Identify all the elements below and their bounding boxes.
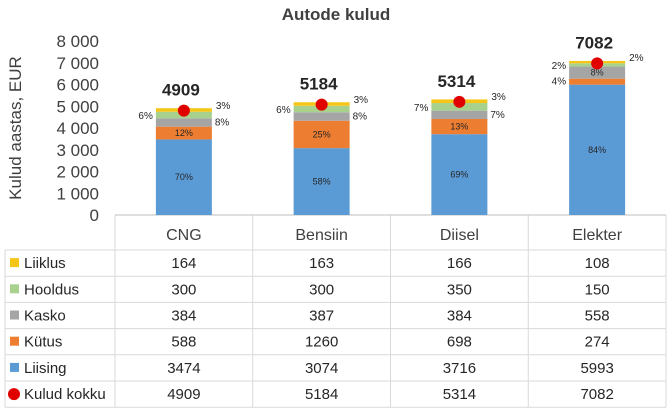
bar-segment (155, 139, 212, 215)
segment-pct-label: 84% (588, 145, 606, 155)
table-cell: 5314 (443, 386, 476, 403)
legend-swatch (10, 284, 19, 294)
table-cell: 698 (447, 334, 472, 351)
table-cell: 558 (585, 308, 610, 325)
legend-swatch (8, 388, 20, 401)
legend-label: Hooldus (24, 281, 79, 298)
y-tick-label: 5 000 (56, 97, 99, 116)
total-marker (453, 95, 466, 108)
y-tick-label: 6 000 (56, 76, 99, 95)
segment-pct-label: 7% (414, 103, 429, 114)
table-cell: 150 (585, 281, 610, 298)
table-cell: 387 (309, 308, 334, 325)
table-cell: 5184 (305, 386, 338, 403)
y-tick-label: 7 000 (56, 54, 99, 73)
table-cell: 3074 (305, 360, 338, 377)
segment-pct-label: 2% (629, 53, 644, 64)
bar-segment (293, 112, 350, 121)
category-label: Diisel (440, 227, 479, 244)
y-tick-label: 2 000 (56, 163, 99, 182)
segment-pct-label: 12% (175, 128, 193, 138)
segment-pct-label: 8% (591, 68, 604, 78)
bar-segment (155, 118, 212, 127)
category-label: CNG (166, 227, 202, 244)
table-cell: 1260 (305, 334, 338, 351)
category-label: Elekter (572, 227, 622, 244)
chart-title: Autode kulud (282, 5, 391, 24)
table-cell: 384 (171, 308, 196, 325)
table-cell: 3716 (443, 360, 476, 377)
y-tick-label: 3 000 (56, 141, 99, 160)
bar-segment (293, 120, 350, 149)
y-tick-label: 1 000 (56, 184, 99, 203)
segment-pct-label: 4% (552, 77, 567, 88)
legend-label: Liising (24, 360, 67, 377)
bar-segment (569, 78, 626, 85)
legend-swatch (10, 336, 19, 346)
table-cell: 5993 (580, 360, 613, 377)
table-cell: 164 (171, 255, 196, 272)
total-label: 4909 (162, 81, 200, 100)
segment-pct-label: 7% (490, 110, 505, 121)
segment-pct-label: 8% (215, 117, 230, 128)
table-cell: 163 (309, 255, 334, 272)
legend-label: Kütus (24, 334, 62, 351)
table-cell: 274 (585, 334, 610, 351)
total-label: 5184 (300, 75, 338, 94)
segment-pct-label: 70% (175, 172, 193, 182)
table-cell: 300 (309, 281, 334, 298)
segment-pct-label: 2% (552, 61, 567, 72)
segment-pct-label: 69% (450, 170, 468, 180)
y-tick-label: 4 000 (56, 119, 99, 138)
bar-segment (431, 134, 488, 215)
category-label: Bensiin (295, 227, 347, 244)
total-label: 7082 (575, 33, 613, 52)
total-marker (591, 57, 604, 70)
bar-segment (431, 118, 488, 135)
total-marker (177, 104, 190, 117)
bar-segment (569, 84, 626, 215)
segment-pct-label: 13% (450, 122, 468, 132)
table-cell: 4909 (167, 386, 200, 403)
segment-pct-label: 6% (138, 111, 153, 122)
table-cell: 7082 (580, 386, 613, 403)
table-cell: 300 (171, 281, 196, 298)
legend-swatch (10, 310, 19, 320)
segment-pct-label: 3% (491, 92, 506, 103)
legend-label: Kulud kokku (24, 386, 106, 403)
segment-pct-label: 3% (354, 95, 369, 106)
segment-pct-label: 25% (313, 129, 331, 139)
segment-pct-label: 6% (276, 105, 291, 116)
bar-segment (293, 148, 350, 215)
bar-segment (569, 66, 626, 79)
y-axis-label: Kulud aastas, EUR (6, 56, 25, 200)
total-label: 5314 (437, 72, 475, 91)
legend-swatch (10, 362, 19, 372)
table-cell: 588 (171, 334, 196, 351)
segment-pct-label: 8% (353, 112, 368, 123)
total-marker (315, 98, 328, 111)
legend-label: Kasko (24, 308, 66, 325)
bar-segment (431, 110, 488, 119)
y-tick-label: 0 (90, 206, 99, 225)
legend-swatch (10, 258, 19, 268)
segment-pct-label: 58% (313, 177, 331, 187)
y-tick-label: 8 000 (56, 32, 99, 51)
table-cell: 350 (447, 281, 472, 298)
legend-label: Liiklus (24, 255, 66, 272)
table-cell: 3474 (167, 360, 200, 377)
table-cell: 384 (447, 308, 472, 325)
segment-pct-label: 3% (216, 101, 231, 112)
table-cell: 166 (447, 255, 472, 272)
bar-segment (155, 126, 212, 140)
table-cell: 108 (585, 255, 610, 272)
